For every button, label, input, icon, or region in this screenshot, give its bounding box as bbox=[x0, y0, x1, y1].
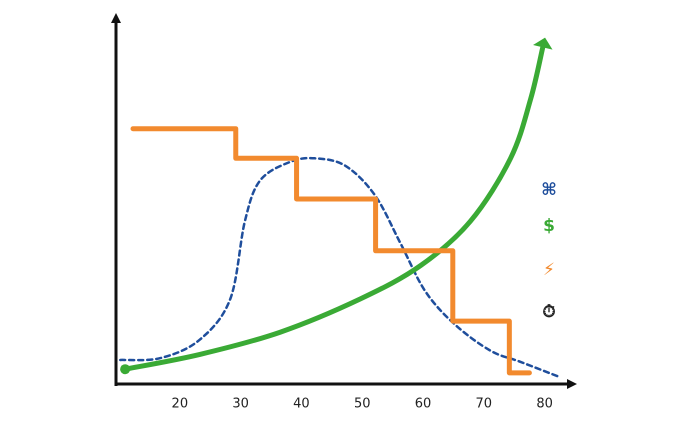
x-tick-label: 30 bbox=[232, 397, 249, 412]
series-line bbox=[122, 44, 546, 372]
x-tick-label: 40 bbox=[293, 397, 310, 412]
x-tick-label: 50 bbox=[354, 397, 371, 412]
legend-icon: ⏱ bbox=[542, 302, 555, 322]
series-line bbox=[130, 126, 532, 376]
x-tick-label: 20 bbox=[172, 397, 189, 412]
line-start bbox=[120, 364, 131, 375]
arrow-head bbox=[533, 37, 553, 50]
x-tick-label: 80 bbox=[536, 397, 553, 412]
series-line bbox=[119, 156, 560, 378]
legend-icon: $ bbox=[543, 216, 555, 236]
legend-icon: ⌘ bbox=[541, 180, 557, 200]
x-tick-label: 70 bbox=[476, 397, 493, 412]
x-tick-label: 60 bbox=[415, 397, 432, 412]
legend-icon: ⚡ bbox=[543, 260, 555, 280]
